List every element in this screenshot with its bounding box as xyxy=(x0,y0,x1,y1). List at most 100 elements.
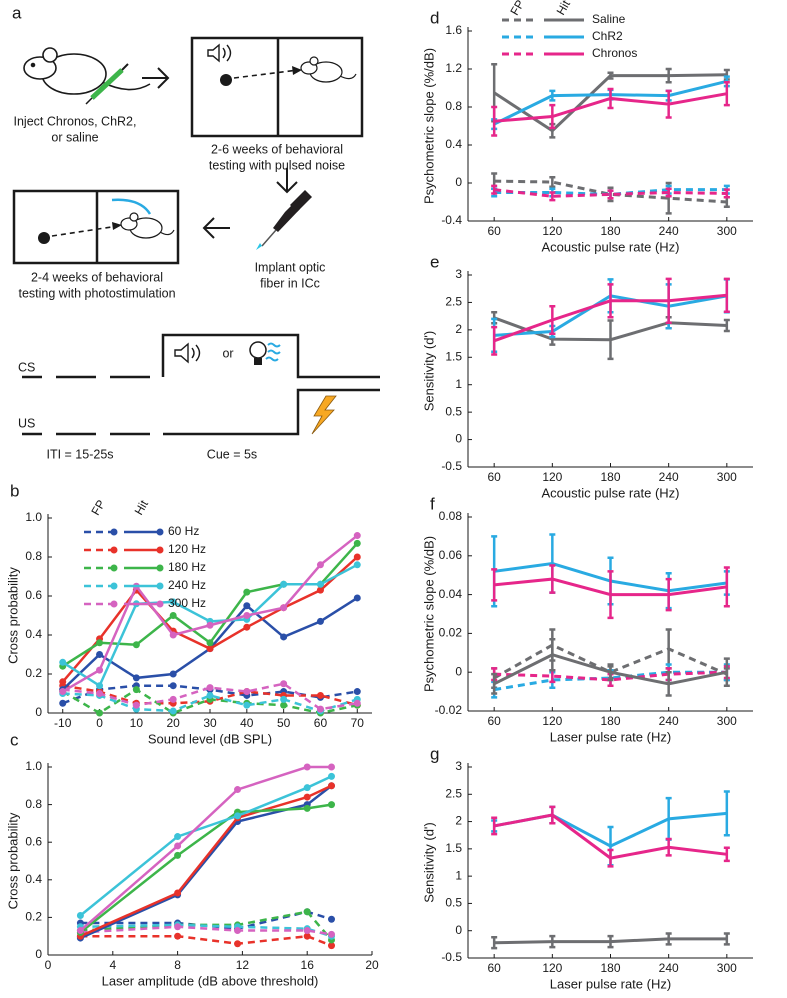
error-bar xyxy=(549,103,556,130)
x-tick-label: 120 xyxy=(542,470,562,484)
fp-line xyxy=(494,670,727,682)
or-text: or xyxy=(222,346,233,360)
needle xyxy=(85,97,93,105)
arrow xyxy=(276,168,298,194)
y-tick-label: 0.6 xyxy=(25,588,42,602)
syringe xyxy=(85,63,129,105)
plunger xyxy=(121,63,129,71)
y-tick-label: 2 xyxy=(455,814,462,828)
error-bar xyxy=(665,837,672,857)
point xyxy=(174,842,182,850)
dashed-arrow xyxy=(233,69,299,79)
legend-label: 60 Hz xyxy=(168,524,199,538)
step-text: testing with photostimulation xyxy=(18,286,175,300)
point xyxy=(328,782,335,790)
x-tick-label: 30 xyxy=(203,716,217,730)
error-bar xyxy=(723,657,730,688)
legend-marker xyxy=(156,528,164,536)
x-tick-label: 20 xyxy=(365,958,379,972)
x-tick-label: 16 xyxy=(301,958,315,972)
panel-label: d xyxy=(430,8,439,27)
point xyxy=(280,633,288,641)
point xyxy=(328,801,335,809)
point xyxy=(243,612,251,619)
legend-label: 120 Hz xyxy=(168,542,206,556)
error-bar xyxy=(665,277,672,324)
fiber xyxy=(261,229,277,247)
x-tick-label: 50 xyxy=(277,716,291,730)
light-dot xyxy=(220,74,232,86)
y-tick-label: 2.5 xyxy=(445,295,462,309)
light-waves xyxy=(265,342,281,362)
panel-label: c xyxy=(10,730,19,749)
y-tick-label: -0.5 xyxy=(441,459,462,473)
error-bar xyxy=(665,187,672,198)
x-tick-label: 60 xyxy=(487,961,501,975)
y-tick-label: -0.5 xyxy=(441,950,462,964)
error-bar xyxy=(665,89,672,119)
syringe-barrel xyxy=(90,68,124,100)
y-tick-label: 0.8 xyxy=(25,549,42,563)
fp-line xyxy=(494,188,727,196)
y-tick-label: 0.2 xyxy=(25,910,42,924)
point xyxy=(59,699,67,707)
fiber-cable xyxy=(111,198,152,215)
arrow xyxy=(202,217,230,239)
point xyxy=(76,927,84,935)
y-tick-label: 0.8 xyxy=(445,99,462,113)
point xyxy=(76,912,84,920)
x-tick-label: 70 xyxy=(351,716,365,730)
y-tick-label: 0.8 xyxy=(25,797,42,811)
x-axis-label: Laser amplitude (dB above threshold) xyxy=(102,973,319,988)
y-tick-label: 1 xyxy=(455,868,462,882)
point xyxy=(169,612,177,619)
error-bar xyxy=(607,283,614,319)
mouse xyxy=(23,47,151,95)
point xyxy=(174,833,182,841)
point xyxy=(59,678,67,686)
point xyxy=(353,532,361,540)
point xyxy=(280,701,288,709)
x-tick-label: 0 xyxy=(45,958,52,972)
point xyxy=(96,651,104,658)
error-bar xyxy=(491,325,498,356)
point xyxy=(328,763,335,771)
point xyxy=(96,709,104,717)
point xyxy=(174,932,182,940)
error-bar xyxy=(549,176,556,189)
hit-line xyxy=(79,803,332,934)
eye xyxy=(30,62,36,68)
x-tick-label: 12 xyxy=(236,958,250,972)
x-axis-label: Acoustic pulse rate (Hz) xyxy=(542,485,680,500)
point xyxy=(303,927,311,935)
point xyxy=(243,701,251,709)
x-tick-label: 300 xyxy=(717,470,737,484)
legend-header: Hit xyxy=(554,0,574,17)
y-tick-label: 0.2 xyxy=(25,666,42,680)
legend-header: FP xyxy=(88,497,108,517)
error-bar xyxy=(723,846,730,863)
point xyxy=(96,639,104,647)
error-bar xyxy=(549,564,556,594)
error-bar xyxy=(665,67,672,84)
y-tick-label: 0 xyxy=(455,664,462,678)
point xyxy=(280,695,288,703)
error-bar xyxy=(549,805,556,825)
x-tick-label: 240 xyxy=(659,470,679,484)
x-tick-label: 4 xyxy=(109,958,116,972)
error-bar xyxy=(607,848,614,868)
light-dot xyxy=(38,232,50,244)
point xyxy=(316,691,324,699)
x-tick-label: 120 xyxy=(542,224,562,238)
ear xyxy=(129,212,139,222)
step-text: 2-4 weeks of behavioral xyxy=(31,270,163,284)
y-axis-label: Sensitivity (d') xyxy=(421,822,436,903)
fiber-tip xyxy=(256,243,262,250)
point xyxy=(96,682,104,690)
point xyxy=(316,586,324,594)
point xyxy=(96,666,104,674)
error-bar xyxy=(723,318,730,333)
y-tick-label: 3 xyxy=(455,267,462,281)
